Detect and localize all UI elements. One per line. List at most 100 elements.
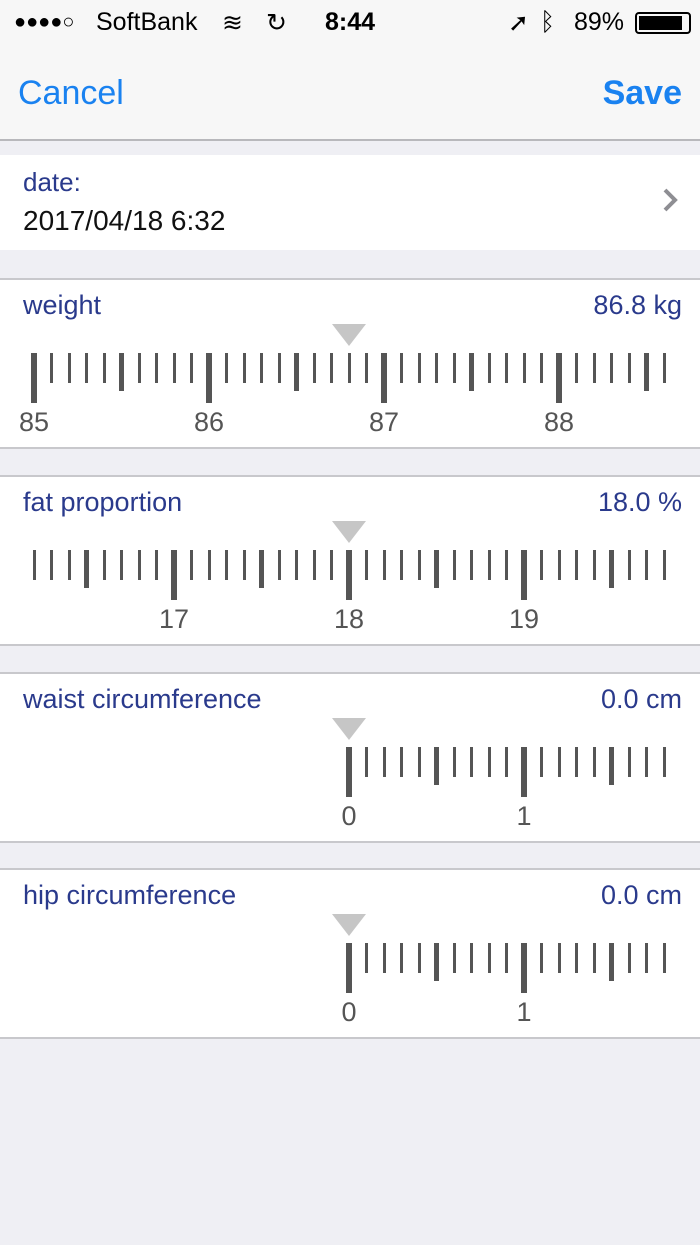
major-tick <box>206 353 212 403</box>
minor-tick <box>540 747 543 777</box>
minor-tick <box>330 353 333 383</box>
minor-tick <box>627 353 631 383</box>
minor-tick <box>434 747 439 785</box>
status-bar: ●●●●○ SoftBank ≋ ↻ 8:44 ➚ ᛒ 89% <box>0 0 700 44</box>
minor-tick <box>50 550 53 580</box>
section-label: fat proportion <box>23 487 183 517</box>
date-row[interactable]: date: 2017/04/18 6:32 <box>0 155 700 250</box>
minor-tick <box>417 550 421 580</box>
minor-tick <box>452 747 456 777</box>
minor-tick <box>505 550 508 580</box>
section-value: 0.0 cm <box>600 684 682 714</box>
major-tick <box>521 550 527 600</box>
minor-tick <box>627 943 631 973</box>
minor-tick <box>522 353 526 383</box>
minor-tick <box>172 353 176 383</box>
minor-tick <box>609 550 614 588</box>
minor-tick <box>575 550 578 580</box>
minor-tick <box>295 550 298 580</box>
minor-tick <box>487 747 491 777</box>
minor-tick <box>627 550 631 580</box>
minor-tick <box>575 747 578 777</box>
carrier: SoftBank <box>96 8 198 36</box>
minor-tick <box>225 550 228 580</box>
minor-tick <box>155 353 158 383</box>
sync-icon: ↻ <box>266 9 287 37</box>
minor-tick <box>662 943 666 973</box>
minor-tick <box>259 550 264 588</box>
minor-tick <box>452 943 456 973</box>
major-tick <box>171 550 177 600</box>
fat-proportion-ruler-slider[interactable]: 17 18 19 <box>0 550 700 645</box>
tick-label: 85 <box>18 407 50 437</box>
minor-tick <box>312 353 316 383</box>
minor-tick <box>470 550 473 580</box>
minor-tick <box>540 550 543 580</box>
minor-tick <box>242 353 246 383</box>
minor-tick <box>365 747 368 777</box>
minor-tick <box>592 550 596 580</box>
chevron-right-icon <box>663 188 678 212</box>
minor-tick <box>102 353 106 383</box>
minor-tick <box>382 747 386 777</box>
signal-strength: ●●●●○ <box>14 11 75 33</box>
minor-tick <box>557 943 561 973</box>
minor-tick <box>365 943 368 973</box>
section-value: 86.8 kg <box>593 290 682 320</box>
major-tick <box>521 747 527 797</box>
section-value: 0.0 cm <box>600 880 682 910</box>
minor-tick <box>330 550 333 580</box>
section-weight: weight 86.8 kg 85 86 87 88 <box>0 278 700 449</box>
minor-tick <box>505 943 508 973</box>
minor-tick <box>32 550 36 580</box>
minor-tick <box>575 353 578 383</box>
major-tick <box>31 353 37 403</box>
minor-tick <box>470 747 473 777</box>
bluetooth-icon: ᛒ <box>540 8 556 36</box>
minor-tick <box>434 550 439 588</box>
minor-tick <box>382 550 386 580</box>
minor-tick <box>312 550 316 580</box>
indicator-triangle-icon <box>332 914 366 936</box>
minor-tick <box>85 353 88 383</box>
minor-tick <box>662 353 666 383</box>
minor-tick <box>382 943 386 973</box>
tick-label: 87 <box>368 407 400 437</box>
major-tick <box>346 747 352 797</box>
section-value: 18.0 % <box>597 487 682 517</box>
minor-tick <box>592 353 596 383</box>
major-tick <box>521 943 527 993</box>
date-value: 2017/04/18 6:32 <box>23 205 226 236</box>
tick-label: 18 <box>333 604 365 634</box>
minor-tick <box>575 943 578 973</box>
minor-tick <box>452 550 456 580</box>
battery-percent: 89% <box>574 8 625 36</box>
minor-tick <box>417 747 421 777</box>
minor-tick <box>417 353 421 383</box>
minor-tick <box>67 550 71 580</box>
minor-tick <box>505 747 508 777</box>
minor-tick <box>365 353 368 383</box>
minor-tick <box>190 550 193 580</box>
major-tick <box>346 943 352 993</box>
weight-ruler-slider[interactable]: 85 86 87 88 <box>0 353 700 448</box>
tick-label: 17 <box>158 604 190 634</box>
minor-tick <box>540 353 543 383</box>
minor-tick <box>347 353 351 383</box>
minor-tick <box>225 353 228 383</box>
indicator-triangle-icon <box>332 718 366 740</box>
save-button[interactable]: Save <box>602 74 682 112</box>
wifi-icon: ≋ <box>222 9 243 37</box>
minor-tick <box>277 353 281 383</box>
indicator-triangle-icon <box>332 324 366 346</box>
minor-tick <box>627 747 631 777</box>
tick-label: 0 <box>341 997 357 1027</box>
cancel-button[interactable]: Cancel <box>18 74 124 112</box>
minor-tick <box>242 550 246 580</box>
tick-label: 86 <box>193 407 225 437</box>
minor-tick <box>662 747 666 777</box>
minor-tick <box>645 747 648 777</box>
location-icon: ➚ <box>508 9 529 37</box>
